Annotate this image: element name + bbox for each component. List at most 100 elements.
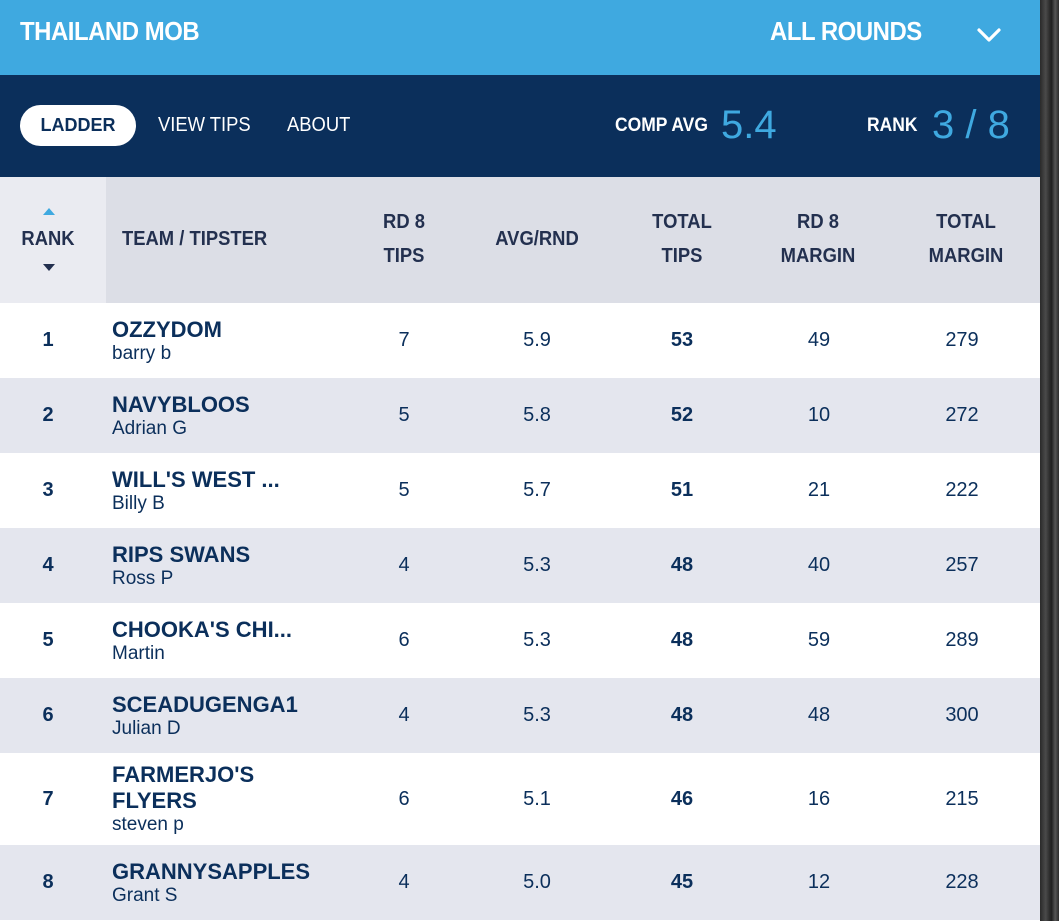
rd-tips-cell: 4 [398,704,410,726]
total-margin-cell: 279 [945,329,979,351]
rank-label: RANK [867,115,918,136]
comp-avg-value: 5.4 [721,103,777,147]
rd-tips-header-line2: TIPS [383,245,425,267]
rd-tips-cell: 4 [398,871,410,893]
rd-margin-cell: 10 [807,404,831,426]
total-margin-cell: 272 [945,404,979,426]
avg-cell: 5.3 [523,704,551,726]
rd-tips-cell: 6 [398,629,410,651]
rd-margin-header[interactable]: RD 8 MARGIN [763,205,873,273]
total-tips-cell: 51 [670,479,694,501]
tipster-name: barry b [112,342,172,364]
tipster-name: Martin [112,642,165,664]
total-margin-header[interactable]: TOTAL MARGIN [911,205,1021,273]
competition-header: THAILAND MOB ALL ROUNDS [0,0,1040,75]
total-tips-cell: 48 [670,554,694,576]
total-tips-header-line1: TOTAL [652,211,712,233]
rd-tips-cell: 7 [398,329,410,351]
rd-tips-header[interactable]: RD 8 TIPS [349,205,459,273]
total-tips-cell: 45 [670,871,694,893]
tab-about[interactable]: ABOUT [287,114,351,136]
round-selector[interactable]: ALL ROUNDS [770,16,922,46]
team-name[interactable]: OZZYDOM [112,316,222,342]
tipster-name: Grant S [112,884,178,906]
rank-cell: 5 [42,629,54,651]
table-row[interactable]: 1 OZZYDOM barry b 7 5.9 53 49 279 [0,303,1040,378]
total-tips-cell: 52 [670,404,694,426]
team-name[interactable]: CHOOKA'S CHI... [112,616,293,642]
rd-margin-cell: 49 [807,329,831,351]
rd-tips-cell: 6 [398,787,410,810]
avg-header[interactable]: AVG/RND [495,228,579,250]
team-name[interactable]: RIPS SWANS [112,541,251,567]
total-tips-header-line2: TIPS [661,245,703,267]
rd-margin-cell: 48 [807,704,831,726]
total-tips-cell: 46 [670,787,694,810]
team-cell: FARMERJO'S FLYERS steven p [96,753,344,845]
total-tips-cell: 53 [670,329,694,351]
total-margin-cell: 222 [945,479,979,501]
team-name[interactable]: NAVYBLOOS [112,391,250,417]
background-edge [1040,0,1059,921]
tipster-name: Adrian G [112,417,187,439]
rd-margin-cell: 21 [807,479,831,501]
rank-column-header[interactable]: RANK [0,177,106,303]
comp-avg-label: COMP AVG [615,115,708,136]
rank-header-label: RANK [21,228,75,250]
rd-margin-cell: 40 [807,554,831,576]
avg-cell: 5.7 [523,479,551,501]
team-cell: NAVYBLOOS Adrian G [96,378,344,453]
team-header-label: TEAM / TIPSTER [122,228,268,250]
team-cell: GRANNYSAPPLES Grant S [96,845,344,920]
tipster-name: Julian D [112,717,181,739]
table-row[interactable]: 4 RIPS SWANS Ross P 4 5.3 48 40 257 [0,528,1040,603]
table-row[interactable]: 8 GRANNYSAPPLES Grant S 4 5.0 45 12 228 [0,845,1040,920]
rank-value: 3 / 8 [932,103,1010,147]
tipster-name: steven p [112,814,184,835]
total-tips-header[interactable]: TOTAL TIPS [627,205,737,273]
team-cell: SCEADUGENGA1 Julian D [96,678,344,753]
team-cell: OZZYDOM barry b [96,303,344,378]
total-margin-cell: 215 [945,787,979,810]
sort-desc-icon [43,264,55,271]
rd-margin-header-line1: RD 8 [797,211,839,233]
team-cell: RIPS SWANS Ross P [96,528,344,603]
chevron-down-icon[interactable] [976,26,1002,44]
total-tips-cell: 48 [670,704,694,726]
table-row[interactable]: 6 SCEADUGENGA1 Julian D 4 5.3 48 48 300 [0,678,1040,753]
tab-view-tips[interactable]: VIEW TIPS [158,114,251,136]
team-cell: CHOOKA'S CHI... Martin [96,603,344,678]
rd-margin-header-line2: MARGIN [780,245,856,267]
avg-cell: 5.0 [523,871,551,893]
rd-tips-cell: 5 [398,404,410,426]
avg-cell: 5.1 [523,787,551,810]
nav-bar: LADDER VIEW TIPS ABOUT COMP AVG 5.4 RANK… [0,75,1040,177]
rd-tips-cell: 5 [398,479,410,501]
rank-cell: 2 [42,404,54,426]
table-row[interactable]: 5 CHOOKA'S CHI... Martin 6 5.3 48 59 289 [0,603,1040,678]
table-row[interactable]: 7 FARMERJO'S FLYERS steven p 6 5.1 46 16… [0,753,1040,845]
table-header: RANK TEAM / TIPSTER RD 8 TIPS AVG/RND TO… [0,177,1040,303]
rd-margin-cell: 12 [807,871,831,893]
sort-asc-icon [43,208,55,215]
ladder-table: 1 OZZYDOM barry b 7 5.9 53 49 279 2 NAVY… [0,303,1040,920]
rd-tips-cell: 4 [398,554,410,576]
team-name[interactable]: SCEADUGENGA1 [112,691,298,717]
avg-cell: 5.3 [523,629,551,651]
avg-cell: 5.8 [523,404,551,426]
rank-cell: 1 [42,329,54,351]
rank-cell: 7 [42,787,54,810]
table-row[interactable]: 3 WILL'S WEST ... Billy B 5 5.7 51 21 22… [0,453,1040,528]
avg-cell: 5.9 [523,329,551,351]
team-name[interactable]: WILL'S WEST ... [112,466,280,492]
rank-cell: 8 [42,871,54,893]
rd-tips-header-line1: RD 8 [383,211,425,233]
table-row[interactable]: 2 NAVYBLOOS Adrian G 5 5.8 52 10 272 [0,378,1040,453]
team-name[interactable]: GRANNYSAPPLES [112,858,311,884]
team-name[interactable]: FARMERJO'S FLYERS [112,762,255,813]
total-tips-cell: 48 [670,629,694,651]
total-margin-cell: 289 [945,629,979,651]
tab-ladder[interactable]: LADDER [20,105,136,146]
team-cell: WILL'S WEST ... Billy B [96,453,344,528]
